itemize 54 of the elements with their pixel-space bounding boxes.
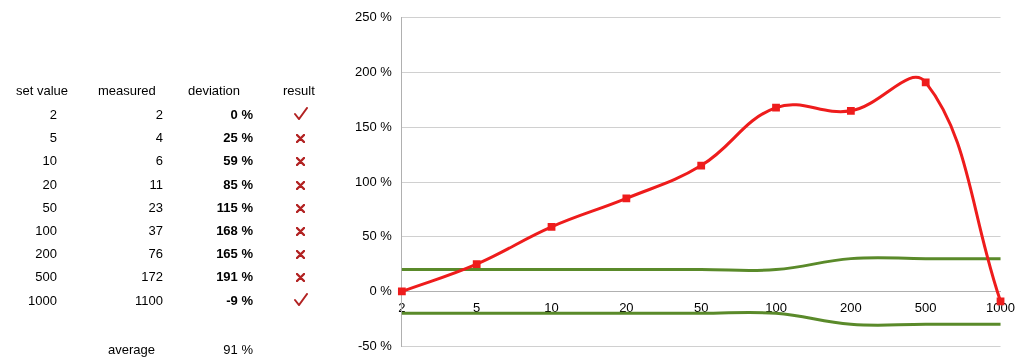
data-label: 0 %: [230, 107, 253, 122]
y-tick-label: 0 %: [369, 283, 393, 299]
category-label: 100: [35, 223, 57, 238]
point: [772, 103, 780, 112]
data-label: 115 %: [216, 199, 253, 215]
x-tick-label: 200: [840, 299, 862, 315]
point: [846, 106, 855, 115]
x-tick-label: 5: [473, 299, 481, 315]
text: measured: [98, 83, 156, 98]
data-label: 25 %: [223, 130, 253, 146]
y-tick-label: 50 %: [362, 228, 393, 244]
data-label: 37: [148, 223, 163, 238]
data-label: -9 %: [226, 292, 253, 308]
data-label: 6: [155, 153, 163, 169]
data-label: 165 %: [216, 246, 253, 262]
y-tick-label: 150 %: [354, 118, 393, 134]
data-label: 191 %: [216, 269, 253, 285]
data-label: 2: [155, 107, 163, 122]
x-tick-label: 50: [693, 299, 709, 315]
point: [622, 194, 631, 203]
point: [547, 222, 556, 231]
data-label: 4: [155, 130, 163, 146]
point: [697, 161, 706, 170]
y-tick-label: 250 %: [354, 9, 393, 25]
data-label: 85 %: [223, 176, 253, 192]
point: [921, 78, 930, 87]
category-label: 50: [42, 199, 57, 215]
category-label: 200: [35, 246, 57, 262]
data-label: 23: [148, 199, 163, 215]
data-label: 172: [141, 269, 163, 285]
data-label: 11: [149, 176, 163, 192]
text: 91 %: [223, 342, 253, 357]
text: average: [108, 342, 155, 357]
category-label: 500: [35, 269, 57, 285]
data-label: 76: [148, 246, 163, 262]
y-tick-label: 100 %: [354, 173, 393, 189]
y-tick-label: -50 %: [357, 337, 393, 353]
x-tick-label: 500: [914, 299, 937, 315]
data-label: 1100: [135, 292, 163, 308]
category-label: 5: [49, 130, 57, 146]
category-label: 2: [49, 107, 57, 122]
y-tick-label: 200 %: [354, 64, 393, 80]
category-label: 10: [42, 153, 57, 169]
x-tick-label: 10: [544, 299, 559, 315]
text: result: [283, 83, 315, 98]
text: deviation: [188, 83, 241, 98]
category-label: 20: [42, 176, 57, 192]
x-tick-label: 20: [619, 299, 634, 315]
data-label: 59 %: [223, 153, 253, 169]
point: [472, 260, 481, 268]
x-tick-label: 100: [765, 299, 787, 315]
data-label: 168 %: [216, 223, 253, 238]
point: [397, 287, 406, 296]
text: set value: [16, 83, 69, 98]
